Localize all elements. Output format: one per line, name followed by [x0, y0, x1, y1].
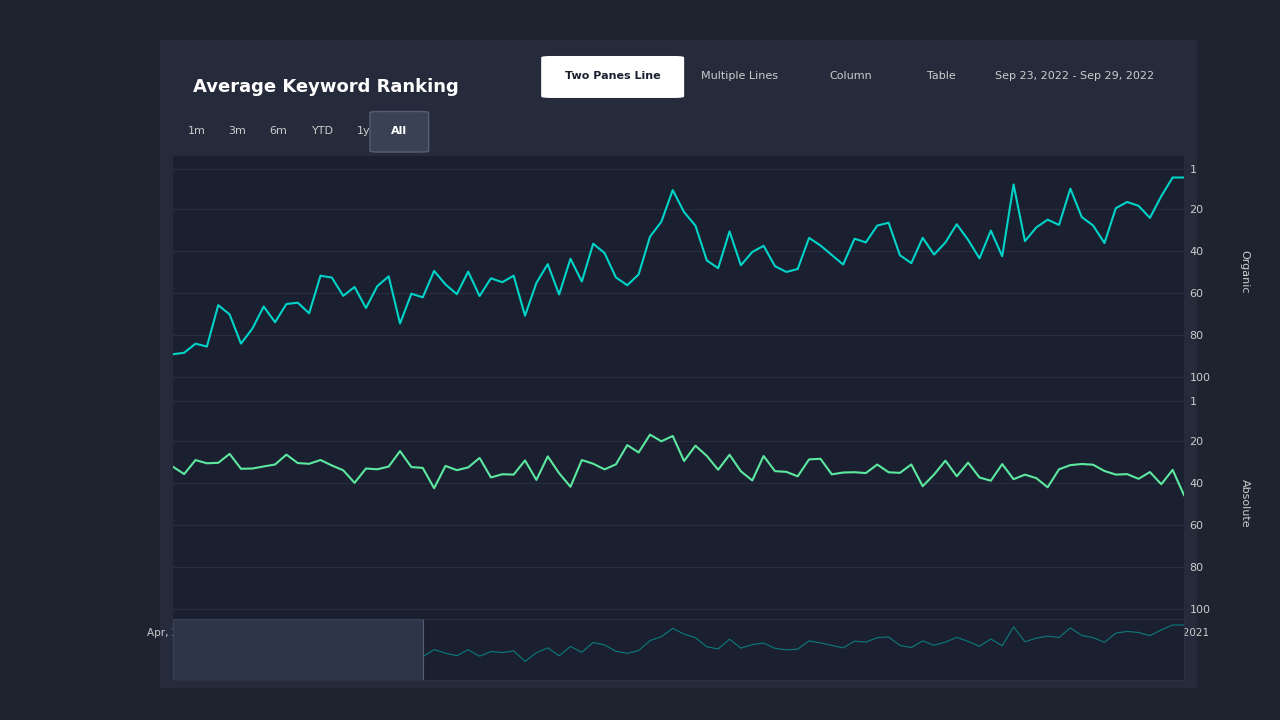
Text: 1y: 1y — [357, 126, 371, 136]
Text: Multiple Lines: Multiple Lines — [700, 71, 777, 81]
Text: Average Keyword Ranking: Average Keyword Ranking — [193, 78, 458, 96]
Bar — [173, 619, 422, 680]
Text: All: All — [392, 126, 407, 136]
FancyBboxPatch shape — [370, 112, 429, 152]
Text: YTD: YTD — [312, 126, 334, 136]
Text: Table: Table — [927, 71, 956, 81]
Text: Sep 23, 2022 - Sep 29, 2022: Sep 23, 2022 - Sep 29, 2022 — [995, 71, 1153, 81]
Text: 1m: 1m — [188, 126, 206, 136]
FancyBboxPatch shape — [541, 57, 684, 97]
Text: Organic: Organic — [1239, 251, 1249, 294]
Text: Absolute: Absolute — [1239, 480, 1249, 528]
Text: Column: Column — [829, 71, 872, 81]
Text: 6m: 6m — [269, 126, 287, 136]
Text: 3m: 3m — [229, 126, 247, 136]
Text: Two Panes Line: Two Panes Line — [564, 71, 660, 81]
